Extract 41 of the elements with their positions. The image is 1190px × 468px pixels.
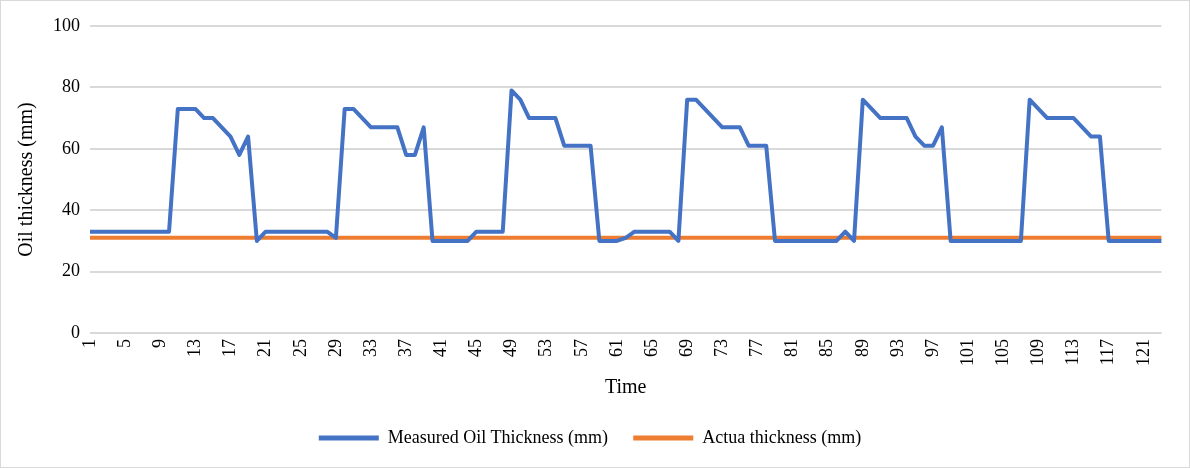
y-tick-label: 60 (62, 137, 80, 158)
y-tick-label: 20 (62, 260, 80, 281)
x-tick-label: 101 (956, 339, 977, 366)
y-tick-label: 40 (62, 198, 80, 219)
x-tick-label: 1 (78, 339, 99, 348)
x-tick-label: 17 (219, 339, 240, 357)
y-tick-label: 100 (53, 14, 80, 35)
x-tick-label: 45 (465, 339, 486, 357)
x-tick-label: 29 (324, 339, 345, 357)
x-tick-label: 117 (1097, 339, 1118, 366)
y-tick-label: 0 (71, 321, 80, 342)
x-tick-label: 93 (886, 339, 907, 357)
x-tick-label: 37 (394, 339, 415, 357)
x-tick-label: 73 (711, 339, 732, 357)
x-tick-label: 5 (113, 339, 134, 348)
x-axis-title: Time (604, 375, 647, 398)
legend-label: Measured Oil Thickness (mm) (387, 426, 608, 448)
legend-label: Actua thickness (mm) (702, 426, 862, 448)
y-tick-label: 80 (62, 76, 80, 97)
x-tick-label: 33 (359, 339, 380, 357)
x-tick-label: 121 (1132, 339, 1153, 366)
x-tick-label: 69 (675, 339, 696, 357)
x-tick-label: 105 (992, 339, 1013, 366)
x-tick-label: 49 (500, 339, 521, 357)
x-tick-label: 97 (921, 339, 942, 357)
x-tick-label: 57 (570, 339, 591, 357)
x-tick-label: 85 (816, 339, 837, 357)
x-tick-label: 65 (640, 339, 661, 357)
x-tick-label: 21 (254, 339, 275, 357)
x-tick-label: 53 (535, 339, 556, 357)
x-tick-label: 13 (184, 339, 205, 357)
x-tick-label: 77 (746, 339, 767, 357)
x-tick-label: 81 (781, 339, 802, 357)
x-tick-label: 25 (289, 339, 310, 357)
x-tick-label: 89 (851, 339, 872, 357)
x-tick-label: 113 (1062, 339, 1083, 366)
x-tick-label: 109 (1027, 339, 1048, 366)
x-tick-label: 61 (605, 339, 626, 357)
x-tick-label: 41 (430, 339, 451, 357)
y-axis-title: Oil thickness (mm) (14, 102, 38, 257)
x-tick-label: 9 (148, 339, 169, 348)
